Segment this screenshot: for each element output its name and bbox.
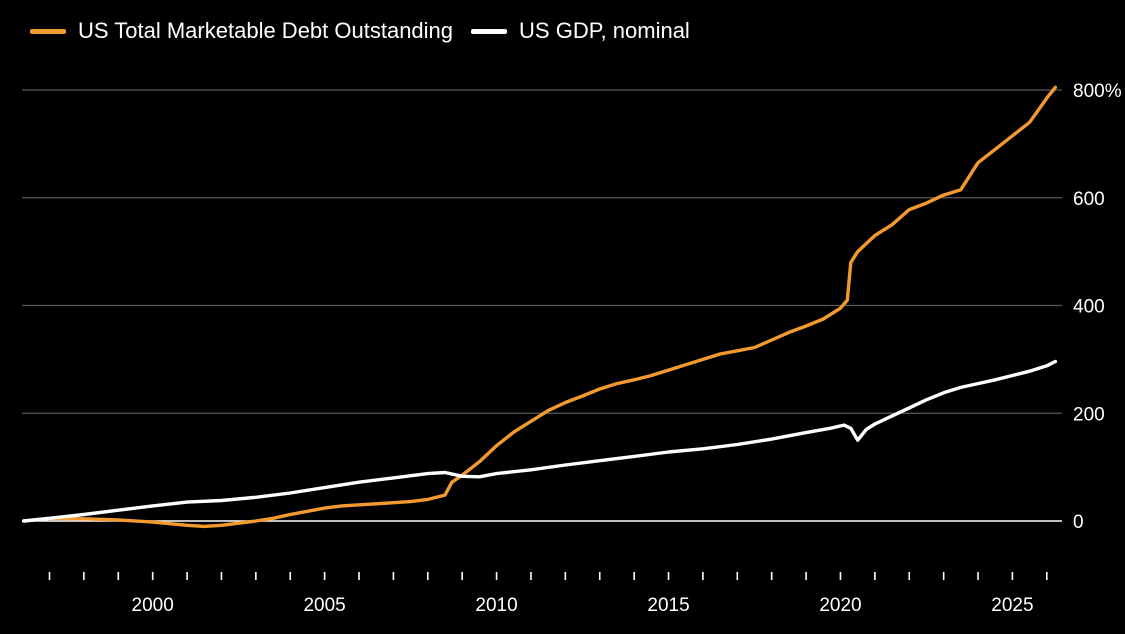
y-axis: 0 200 400 600 800%: [1073, 81, 1122, 533]
legend-label-debt: US Total Marketable Debt Outstanding: [78, 18, 454, 43]
y-tick-label-0: 0: [1073, 512, 1084, 533]
x-axis: 2000 2005 2010 2015 2020 2025: [48, 572, 1048, 616]
y-tick-label-800: 800%: [1073, 81, 1122, 102]
x-tick-label-2005: 2005: [303, 595, 345, 616]
x-tick-label-2025: 2025: [991, 595, 1033, 616]
series-group: [22, 85, 1058, 529]
series-line-debt: [22, 85, 1058, 529]
legend-swatch-debt: [30, 28, 66, 34]
y-tick-label-200: 200: [1073, 404, 1105, 425]
legend-item-debt: US Total Marketable Debt Outstanding: [30, 18, 453, 44]
legend: US Total Marketable Debt Outstanding US …: [30, 18, 708, 44]
y-tick-label-600: 600: [1073, 189, 1105, 210]
x-tick-label-2015: 2015: [647, 595, 689, 616]
y-tick-label-400: 400: [1073, 297, 1105, 318]
legend-label-gdp: US GDP, nominal: [519, 18, 690, 43]
series-line-gdp: [22, 359, 1058, 523]
x-tick-label-2000: 2000: [132, 595, 174, 616]
gridlines: [22, 89, 1062, 522]
legend-item-gdp: US GDP, nominal: [471, 18, 690, 44]
x-tick-label-2010: 2010: [475, 595, 517, 616]
legend-swatch-gdp: [471, 28, 508, 34]
x-tick-label-2020: 2020: [819, 595, 861, 616]
